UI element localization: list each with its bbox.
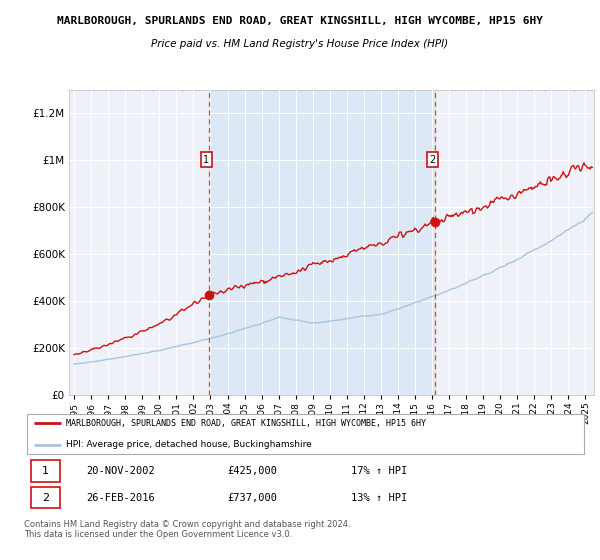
Text: 26-FEB-2016: 26-FEB-2016 bbox=[86, 493, 155, 503]
Text: MARLBOROUGH, SPURLANDS END ROAD, GREAT KINGSHILL, HIGH WYCOMBE, HP15 6HY: MARLBOROUGH, SPURLANDS END ROAD, GREAT K… bbox=[57, 16, 543, 26]
Text: 1: 1 bbox=[42, 466, 49, 476]
Text: MARLBOROUGH, SPURLANDS END ROAD, GREAT KINGSHILL, HIGH WYCOMBE, HP15 6HY: MARLBOROUGH, SPURLANDS END ROAD, GREAT K… bbox=[66, 419, 426, 428]
Text: 1: 1 bbox=[203, 155, 209, 165]
Text: 2: 2 bbox=[429, 155, 435, 165]
Text: HPI: Average price, detached house, Buckinghamshire: HPI: Average price, detached house, Buck… bbox=[66, 440, 312, 450]
Bar bbox=[209, 90, 434, 395]
Text: 17% ↑ HPI: 17% ↑ HPI bbox=[351, 466, 407, 476]
FancyBboxPatch shape bbox=[31, 460, 60, 482]
FancyBboxPatch shape bbox=[27, 414, 584, 454]
Text: 13% ↑ HPI: 13% ↑ HPI bbox=[351, 493, 407, 503]
FancyBboxPatch shape bbox=[31, 487, 60, 508]
Text: £737,000: £737,000 bbox=[227, 493, 277, 503]
Text: Price paid vs. HM Land Registry's House Price Index (HPI): Price paid vs. HM Land Registry's House … bbox=[151, 39, 449, 49]
Text: 20-NOV-2002: 20-NOV-2002 bbox=[86, 466, 155, 476]
Text: £425,000: £425,000 bbox=[227, 466, 277, 476]
Text: Contains HM Land Registry data © Crown copyright and database right 2024.
This d: Contains HM Land Registry data © Crown c… bbox=[24, 520, 350, 539]
Text: 2: 2 bbox=[42, 493, 49, 503]
